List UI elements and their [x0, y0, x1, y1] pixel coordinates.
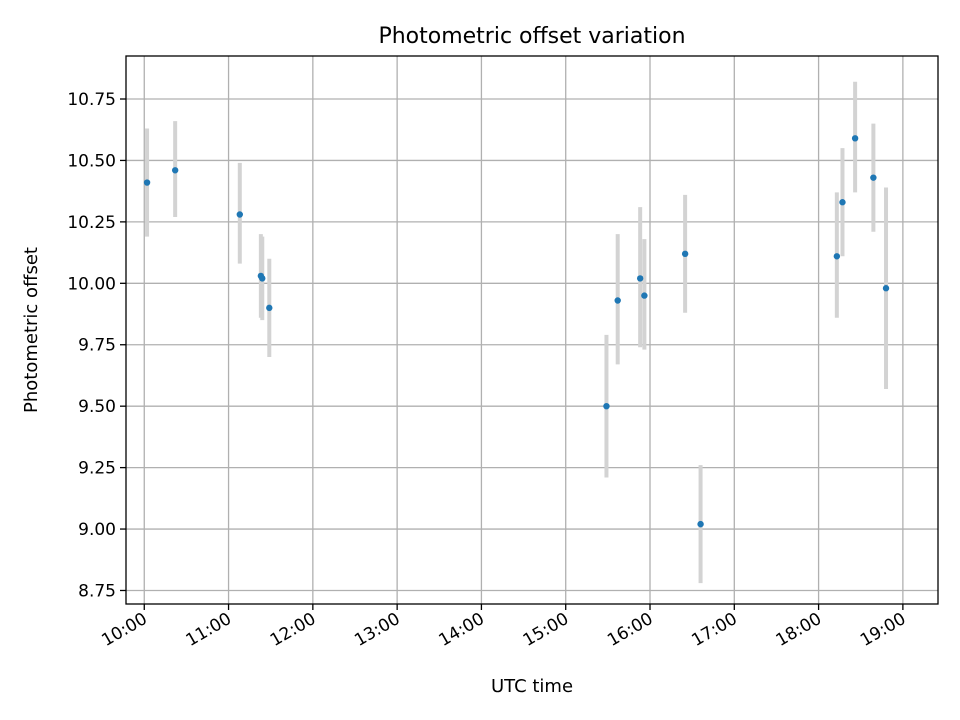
- y-tick-label: 9.50: [78, 397, 116, 417]
- data-point: [143, 179, 151, 186]
- data-point: [839, 199, 846, 206]
- data-point: [833, 253, 841, 260]
- data-point: [603, 402, 610, 410]
- chart-title: Photometric offset variation: [378, 24, 685, 49]
- y-tick-label: 9.25: [78, 459, 116, 479]
- y-tick-label: 10.75: [67, 90, 116, 110]
- grid: [126, 56, 938, 604]
- y-tick-label: 9.75: [78, 336, 116, 356]
- data-point: [641, 292, 648, 299]
- data-point: [882, 285, 890, 292]
- data-point: [636, 275, 644, 282]
- data-points: [143, 135, 890, 528]
- data-point: [236, 211, 243, 218]
- y-tick-label: 10.00: [67, 274, 116, 294]
- data-point: [870, 174, 877, 181]
- y-tick-label: 10.25: [67, 213, 116, 233]
- data-point: [681, 250, 689, 258]
- y-tick-label: 9.00: [78, 520, 116, 540]
- plot-frame: [125, 55, 939, 605]
- x-axis-label: UTC time: [491, 676, 573, 697]
- data-point: [851, 135, 859, 142]
- y-tick-label: 8.75: [78, 581, 116, 601]
- y-tick-label: 10.50: [67, 151, 116, 171]
- data-point: [614, 297, 621, 304]
- y-axis-label: Photometric offset: [21, 247, 42, 413]
- data-point: [259, 275, 266, 282]
- data-point: [171, 167, 179, 174]
- data-point: [697, 520, 704, 528]
- data-point: [266, 304, 273, 312]
